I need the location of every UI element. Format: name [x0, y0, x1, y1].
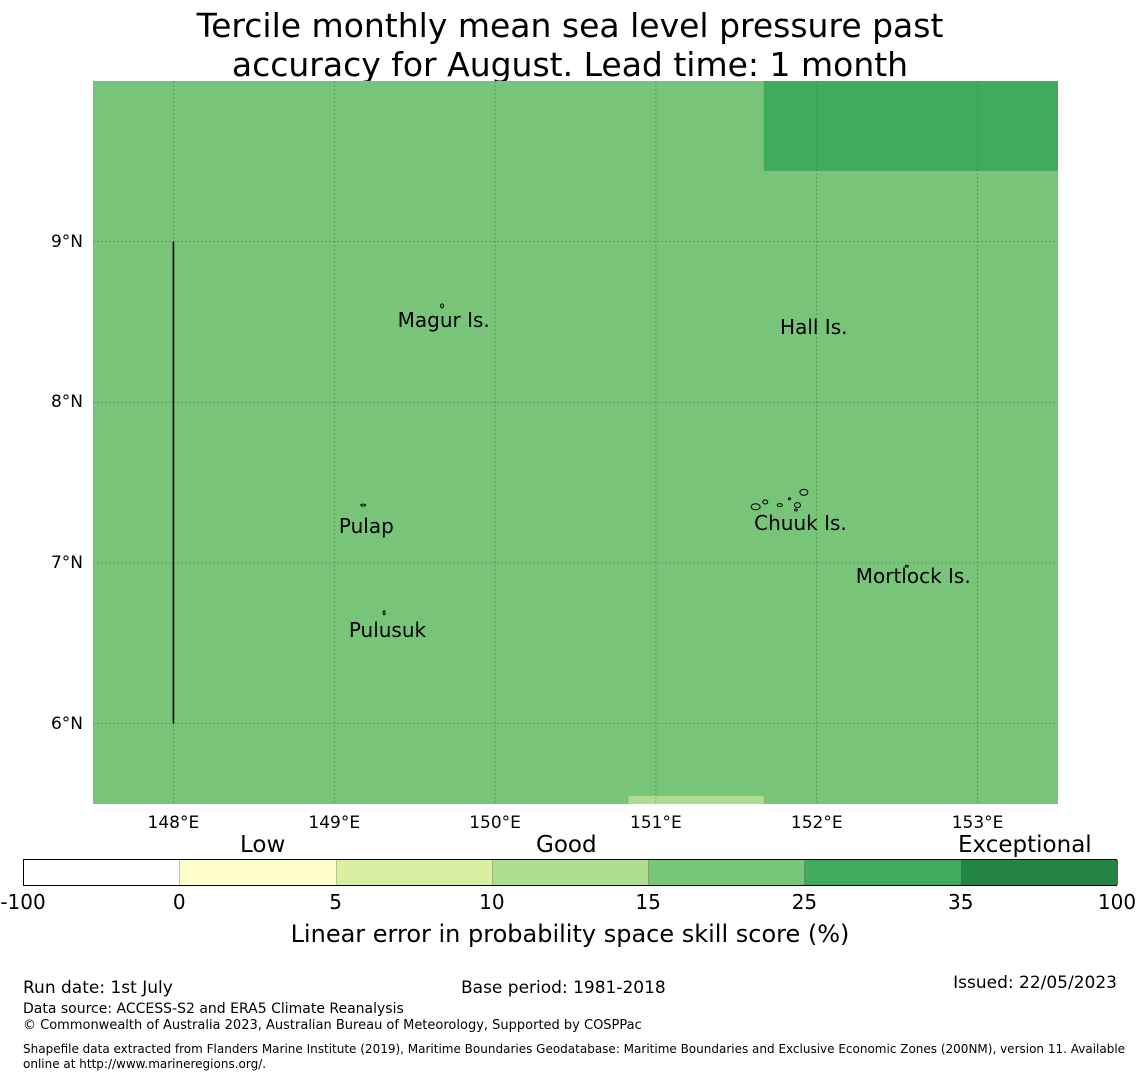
colorbar-segment	[805, 860, 962, 885]
island-outline	[793, 502, 801, 509]
run-date: Run date: 1st July	[23, 978, 173, 998]
colorbar-segment	[336, 860, 493, 885]
island-outline	[440, 303, 445, 309]
latitude-label: 7°N	[50, 553, 83, 573]
legend-colorbar	[23, 859, 1118, 886]
colorbar-tick-label: 15	[635, 890, 661, 914]
place-label: Chuuk Is.	[754, 510, 847, 535]
island-outline	[382, 610, 386, 616]
longitude-label: 152°E	[790, 813, 843, 833]
map-canvas	[93, 81, 1058, 804]
island-outline	[750, 503, 761, 511]
colorbar-tick-label: 100	[1097, 890, 1137, 914]
map-title: Tercile monthly mean sea level pressure …	[0, 6, 1140, 84]
island-outline	[360, 503, 367, 507]
colorbar-tick-label: 5	[329, 890, 342, 914]
skill-cell-1	[763, 81, 1058, 171]
latitude-label: 9°N	[50, 231, 83, 252]
place-label: Pulusuk	[348, 618, 427, 643]
island-outline	[904, 564, 909, 568]
longitude-label: 153°E	[951, 813, 1004, 833]
longitude-label: 150°E	[469, 813, 521, 833]
island-outline	[787, 497, 791, 501]
shapefile-credit-line-2: online at http://www.marineregions.org/.	[23, 1057, 267, 1071]
longitude-label: 149°E	[308, 813, 361, 833]
colorbar-segment	[649, 860, 806, 885]
longitude-label: 148°E	[147, 813, 200, 833]
colorbar-tick-label: 10	[479, 890, 505, 914]
place-label: Hall Is.	[780, 314, 848, 339]
colorbar-segment	[180, 860, 337, 885]
island-outline	[799, 488, 809, 496]
island-outline	[776, 503, 783, 508]
place-label: Mortlock Is.	[855, 563, 971, 588]
skill-cell-2	[628, 795, 764, 804]
colorbar-segment	[961, 860, 1118, 885]
legend-category-good: Good	[536, 832, 597, 858]
skill-score-map	[93, 81, 1058, 804]
legend-axis-label: Linear error in probability space skill …	[290, 920, 850, 948]
shapefile-credit-line-1: Shapefile data extracted from Flanders M…	[23, 1042, 1126, 1056]
legend-category-low: Low	[240, 832, 286, 858]
data-source: Data source: ACCESS-S2 and ERA5 Climate …	[23, 1001, 404, 1017]
issued-date: Issued: 22/05/2023	[953, 973, 1117, 993]
place-label: Pulap	[338, 514, 394, 539]
base-period: Base period: 1981-2018	[461, 978, 666, 998]
place-label: Magur Is.	[397, 308, 490, 333]
copyright-notice: © Commonwealth of Australia 2023, Austra…	[23, 1018, 642, 1033]
colorbar-tick-label: 25	[791, 890, 818, 914]
colorbar-tick-label: 35	[947, 890, 974, 914]
latitude-label: 6°N	[50, 713, 83, 734]
legend-category-exceptional: Exceptional	[958, 832, 1092, 858]
colorbar-segment	[24, 860, 181, 885]
title-line-1: Tercile monthly mean sea level pressure …	[196, 6, 944, 45]
skill-background	[93, 81, 1058, 804]
island-outline	[793, 508, 798, 512]
latitude-label: 8°N	[50, 392, 83, 413]
title-line-2: accuracy for August. Lead time: 1 month	[231, 45, 909, 84]
longitude-label: 151°E	[630, 813, 682, 833]
colorbar-tick-label: 0	[172, 890, 186, 914]
colorbar-tick-label: -100	[0, 890, 46, 914]
colorbar-segment	[492, 860, 650, 885]
island-outline	[762, 499, 769, 505]
